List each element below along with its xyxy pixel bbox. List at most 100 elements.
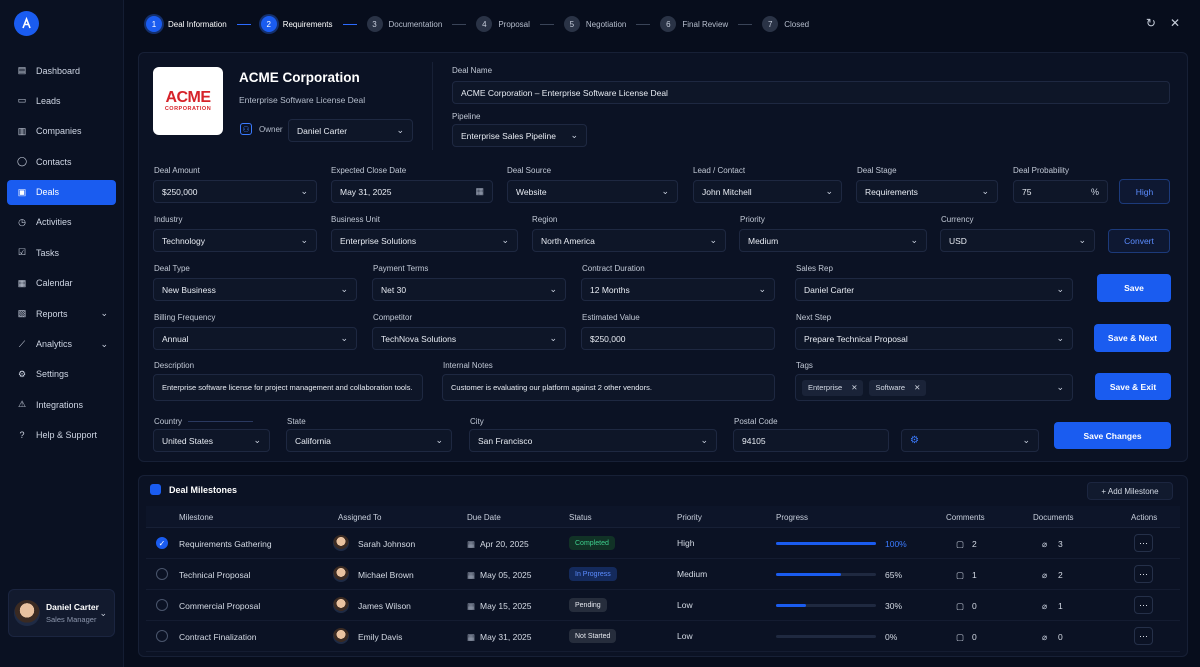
competitor-select[interactable]: TechNova Solutions ⌄ bbox=[372, 327, 566, 350]
calendar-icon[interactable]: ▦ bbox=[475, 186, 484, 196]
sidebar-item-analytics[interactable]: ⟋ Analytics ⌄ bbox=[7, 332, 116, 357]
paperclip-icon[interactable]: ⌀ bbox=[1042, 632, 1048, 642]
settings-select[interactable]: ⚙ ⌄ bbox=[901, 429, 1039, 452]
progress-bar bbox=[776, 604, 876, 607]
save-changes-button[interactable]: Save Changes bbox=[1054, 422, 1171, 449]
industry-select[interactable]: Technology ⌄ bbox=[153, 229, 317, 252]
tags-input[interactable]: Enterprise ✕ Software ✕ ⌄ bbox=[795, 374, 1073, 401]
comment-icon[interactable]: ▢ bbox=[956, 632, 965, 642]
comment-icon[interactable]: ▢ bbox=[956, 601, 965, 611]
app-logo-icon[interactable] bbox=[14, 11, 39, 36]
paperclip-icon[interactable]: ⌀ bbox=[1042, 539, 1048, 549]
save-and-exit-button[interactable]: Save & Exit bbox=[1095, 373, 1171, 400]
progress-bar bbox=[776, 635, 876, 638]
estimated-value-input[interactable]: $250,000 bbox=[581, 327, 775, 350]
tag-label: Enterprise bbox=[808, 383, 843, 392]
close-icon[interactable]: ✕ bbox=[851, 383, 858, 392]
step-2[interactable]: 2 Requirements bbox=[260, 16, 367, 32]
deal-source-select[interactable]: Website ⌄ bbox=[507, 180, 678, 203]
add-milestone-button[interactable]: + Add Milestone bbox=[1087, 482, 1173, 500]
internal-notes-value: Customer is evaluating our platform agai… bbox=[451, 383, 652, 392]
save-button[interactable]: Save bbox=[1097, 274, 1171, 302]
internal-notes-input[interactable]: Customer is evaluating our platform agai… bbox=[442, 374, 775, 401]
sidebar-item-calendar[interactable]: ▦ Calendar bbox=[7, 271, 116, 296]
step-5[interactable]: 5 Negotiation bbox=[563, 16, 660, 32]
step-1[interactable]: 1 Deal Information bbox=[146, 16, 261, 32]
step-6[interactable]: 6 Final Review bbox=[660, 16, 762, 32]
sidebar-item-leads[interactable]: ▭ Leads bbox=[7, 88, 116, 113]
sidebar-item-help-support[interactable]: ? Help & Support bbox=[7, 423, 116, 448]
user-profile[interactable]: Daniel Carter Sales Manager ⌄ bbox=[8, 589, 115, 637]
currency-select[interactable]: USD ⌄ bbox=[940, 229, 1095, 252]
more-actions-button[interactable]: ⋯ bbox=[1134, 627, 1153, 645]
close-icon[interactable]: ✕ bbox=[914, 383, 921, 392]
chevron-down-icon: ⌄ bbox=[1078, 235, 1086, 245]
table-row[interactable]: Contract Finalization Emily Davis ▦ May 31,… bbox=[146, 621, 1180, 652]
more-actions-button[interactable]: ⋯ bbox=[1134, 534, 1153, 552]
deal-name-input[interactable]: ACME Corporation – Enterprise Software L… bbox=[452, 81, 1170, 104]
priority-select[interactable]: Medium ⌄ bbox=[739, 229, 927, 252]
comment-icon[interactable]: ▢ bbox=[956, 539, 965, 549]
step-7[interactable]: 7 Closed bbox=[762, 16, 809, 32]
sidebar-item-activities[interactable]: ◷ Activities bbox=[7, 210, 116, 235]
sidebar-item-integrations[interactable]: ⚠ Integrations bbox=[7, 392, 116, 417]
refresh-icon[interactable]: ↻ bbox=[1145, 16, 1156, 30]
postal-code-input[interactable]: 94105 bbox=[733, 429, 889, 452]
city-select[interactable]: San Francisco ⌄ bbox=[469, 429, 717, 452]
comment-icon[interactable]: ▢ bbox=[956, 570, 965, 580]
radio-circle[interactable] bbox=[156, 568, 168, 580]
business-unit-select[interactable]: Enterprise Solutions ⌄ bbox=[331, 229, 518, 252]
chevron-down-icon[interactable]: ⌄ bbox=[99, 607, 107, 618]
save-and-next-button[interactable]: Save & Next bbox=[1094, 324, 1171, 352]
step-connector bbox=[342, 23, 357, 25]
close-icon[interactable]: ✕ bbox=[1169, 16, 1180, 30]
sidebar-item-dashboard[interactable]: ▤ Dashboard bbox=[7, 58, 116, 83]
lead-contact-select[interactable]: John Mitchell ⌄ bbox=[693, 180, 842, 203]
payment-terms-select[interactable]: Net 30 ⌄ bbox=[372, 278, 566, 301]
paperclip-icon[interactable]: ⌀ bbox=[1042, 601, 1048, 611]
tag-chip[interactable]: Software ✕ bbox=[869, 379, 927, 396]
deal-stage-select[interactable]: Requirements ⌄ bbox=[856, 180, 998, 203]
convert-button[interactable]: Convert bbox=[1108, 229, 1170, 253]
chevron-down-icon[interactable]: ⌄ bbox=[100, 338, 108, 349]
deal-type-select[interactable]: New Business ⌄ bbox=[153, 278, 357, 301]
sidebar-item-companies[interactable]: ▥ Companies bbox=[7, 119, 116, 144]
step-4[interactable]: 4 Proposal bbox=[476, 16, 564, 32]
table-row[interactable]: ✓ Requirements Gathering Sarah Johnson ▦ Apr… bbox=[146, 528, 1180, 559]
owner-select[interactable]: Daniel Carter ⌄ bbox=[288, 119, 413, 142]
leads-icon: ▭ bbox=[17, 95, 27, 106]
column-header: Documents bbox=[1033, 513, 1074, 522]
table-row[interactable]: Technical Proposal Michael Brown ▦ May 05, … bbox=[146, 559, 1180, 590]
country-select[interactable]: United States ⌄ bbox=[153, 429, 270, 452]
pipeline-select[interactable]: Enterprise Sales Pipeline ⌄ bbox=[452, 124, 587, 147]
billing-frequency-value: Annual bbox=[162, 333, 189, 344]
region-select[interactable]: North America ⌄ bbox=[532, 229, 726, 252]
step-3[interactable]: 3 Documentation bbox=[366, 16, 477, 32]
sidebar-item-tasks[interactable]: ☑ Tasks bbox=[7, 240, 116, 265]
contract-duration-select[interactable]: 12 Months ⌄ bbox=[581, 278, 775, 301]
deal-probability-input[interactable]: 75% bbox=[1013, 180, 1108, 203]
sidebar-item-settings[interactable]: ⚙ Settings bbox=[7, 362, 116, 387]
table-row[interactable]: Commercial Proposal James Wilson ▦ May 15, … bbox=[146, 590, 1180, 621]
check-icon[interactable]: ✓ bbox=[156, 537, 168, 549]
more-actions-button[interactable]: ⋯ bbox=[1134, 596, 1153, 614]
sidebar-item-contacts[interactable]: ◯ Contacts bbox=[7, 149, 116, 174]
sidebar-item-reports[interactable]: ▧ Reports ⌄ bbox=[7, 301, 116, 326]
description-input[interactable]: Enterprise software license for project … bbox=[153, 374, 423, 401]
billing-frequency-select[interactable]: Annual ⌄ bbox=[153, 327, 357, 350]
sidebar-item-deals[interactable]: ▣ Deals bbox=[7, 179, 116, 205]
deal-name-value: ACME Corporation – Enterprise Software L… bbox=[461, 87, 668, 98]
step-number: 5 bbox=[563, 16, 580, 32]
sales-rep-select[interactable]: Daniel Carter ⌄ bbox=[795, 278, 1073, 301]
radio-circle[interactable] bbox=[156, 599, 168, 611]
radio-circle[interactable] bbox=[156, 630, 168, 642]
close-date-input[interactable]: May 31, 2025 ▦ bbox=[331, 180, 493, 203]
tag-chip[interactable]: Enterprise ✕ bbox=[802, 379, 864, 396]
state-select[interactable]: California ⌄ bbox=[286, 429, 452, 452]
deal-amount-input[interactable]: $250,000 ⌄ bbox=[153, 180, 317, 203]
paperclip-icon[interactable]: ⌀ bbox=[1042, 570, 1048, 580]
deal-source-value: Website bbox=[516, 186, 547, 197]
more-actions-button[interactable]: ⋯ bbox=[1134, 565, 1153, 583]
next-step-select[interactable]: Prepare Technical Proposal ⌄ bbox=[795, 327, 1073, 350]
chevron-down-icon[interactable]: ⌄ bbox=[100, 308, 108, 319]
